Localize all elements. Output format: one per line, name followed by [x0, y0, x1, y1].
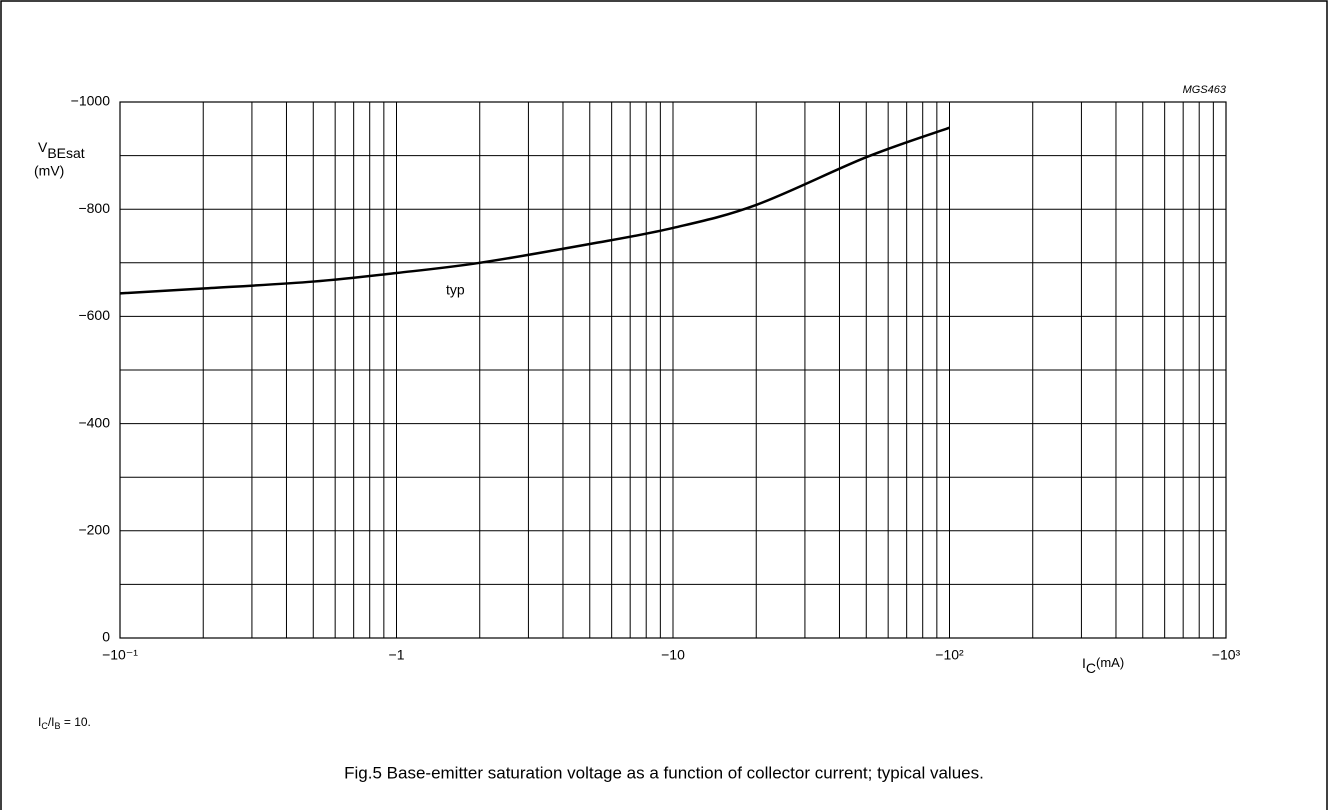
x-tick-label: −10²	[935, 647, 964, 663]
x-label-sub: C	[1086, 660, 1096, 676]
x-tick-label: −1	[389, 647, 405, 663]
x-axis-label: IC(mA)	[1082, 655, 1124, 676]
note-part: = 10.	[61, 715, 91, 729]
curve	[119, 126, 950, 295]
y-tick-label: −200	[78, 522, 110, 538]
note-sub: B	[55, 721, 61, 731]
x-tick-label: −10³	[1212, 647, 1241, 663]
y-label-sub: BEsat	[47, 145, 84, 161]
note-part: /I	[48, 715, 55, 729]
chart-title: Fig.5 Base-emitter saturation voltage as…	[344, 763, 984, 782]
y-tick-label: −800	[78, 200, 110, 216]
x-label-main: I	[1082, 655, 1086, 671]
x-tick-label: −10⁻¹	[102, 647, 138, 663]
annotation: typ	[446, 282, 465, 298]
note-sub: C	[41, 721, 48, 731]
y-tick-label: −400	[78, 414, 110, 430]
figure-code: MGS463	[1183, 84, 1227, 96]
y-tick-label: 0	[102, 629, 110, 645]
y-axis-unit: (mV)	[34, 163, 64, 179]
y-tick-label: −600	[78, 307, 110, 323]
x-tick-label: −10	[661, 647, 685, 663]
x-label-unit: (mA)	[1096, 655, 1124, 670]
note-part: I	[38, 715, 41, 729]
plot-frame	[119, 101, 1227, 639]
y-label-main: V	[38, 139, 48, 155]
note: IC/IB = 10.	[38, 715, 91, 731]
y-tick-label: −1000	[71, 93, 111, 109]
y-axis-label: VBEsat	[38, 139, 85, 161]
